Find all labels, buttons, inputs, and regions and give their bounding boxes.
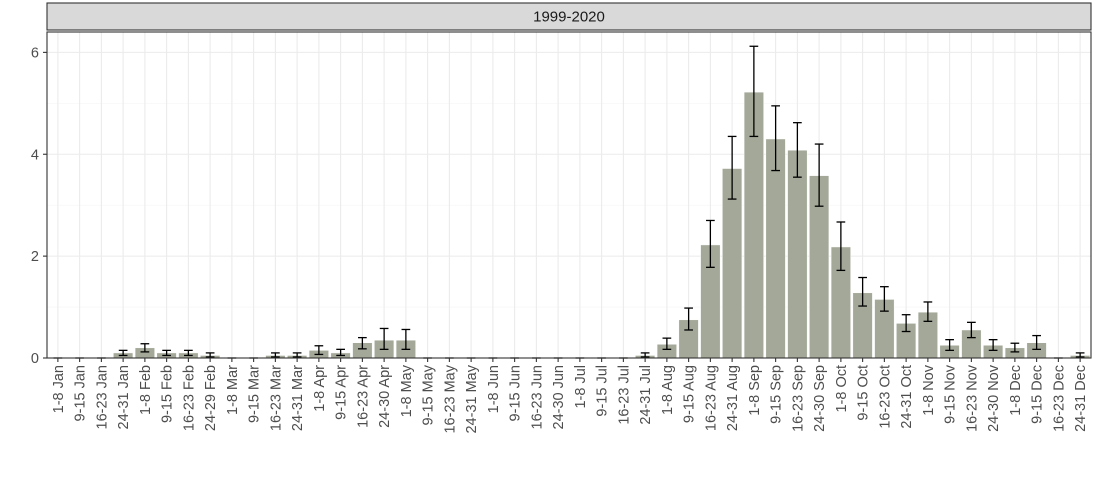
facet-strip-label: 1999-2020 — [533, 9, 605, 26]
x-tick-label: 16-23 May — [442, 364, 458, 433]
error-bar-24-30-apr — [379, 327, 389, 350]
x-tick-label: 9-15 Apr — [334, 365, 350, 420]
error-bar-9-15-aug — [684, 307, 693, 331]
error-bar-24-31-aug — [727, 135, 737, 200]
x-tick-label: 24-31 Mar — [290, 365, 306, 431]
error-bar-16-23-aug — [706, 219, 715, 268]
x-tick-label: 24-31 Dec — [1073, 365, 1089, 432]
x-tick-label: 24-30 Nov — [986, 364, 1002, 432]
x-tick-label: 1-8 Jun — [486, 365, 502, 413]
x-tick-label: 9-15 Mar — [247, 365, 263, 423]
error-bar-1-8-aug — [662, 337, 672, 350]
x-tick-label: 9-15 Feb — [160, 365, 176, 423]
facet-strip: 1999-2020 — [46, 2, 1092, 31]
error-bar-9-15-apr — [336, 348, 345, 357]
error-bar-9-15-sep — [771, 105, 780, 172]
x-tick-label: 1-8 Apr — [312, 365, 328, 412]
x-tick-label: 1-8 Sep — [747, 365, 763, 416]
bar-16-23-sep — [787, 149, 808, 359]
x-tick-label: 1-8 Mar — [225, 365, 241, 415]
x-tick-label: 16-23 Jan — [94, 365, 110, 430]
error-bar-16-23-nov — [967, 321, 976, 339]
x-tick-label: 1-8 Nov — [921, 364, 937, 416]
error-bar-9-15-oct — [858, 276, 867, 307]
error-bar-1-8-nov — [923, 301, 933, 322]
error-bar-1-8-dec — [1010, 342, 1020, 353]
x-tick-label: 24-30 Sep — [812, 365, 828, 432]
error-bar-9-15-nov — [945, 339, 954, 352]
bar-9-15-sep — [765, 138, 786, 359]
x-tick-label: 1-8 May — [399, 364, 415, 417]
error-bar-16-23-feb — [184, 349, 193, 357]
x-tick-label: 24-31 Oct — [899, 365, 915, 429]
x-tick-label: 16-23 Dec — [1051, 365, 1067, 432]
error-bar-1-8-may — [401, 328, 411, 350]
y-tick-label: 0 — [31, 351, 39, 367]
x-tick-label: 9-15 Sep — [769, 365, 785, 424]
error-bar-24-31-mar — [292, 352, 302, 358]
x-tick-label: 16-23 Jul — [616, 365, 632, 425]
error-bar-16-23-oct — [880, 286, 889, 312]
x-tick-label: 9-15 Jul — [595, 365, 611, 417]
x-tick-label: 16-23 Oct — [877, 365, 893, 429]
error-bar-16-23-mar — [271, 352, 280, 358]
x-tick-label: 1-8 Feb — [138, 365, 154, 415]
error-bar-9-15-dec — [1032, 334, 1041, 350]
x-tick-label: 9-15 Aug — [682, 365, 698, 423]
panel-background — [47, 32, 1091, 358]
x-tick-label: 1-8 Jan — [51, 365, 67, 413]
error-bar-1-8-oct — [836, 221, 846, 272]
facet-strip-background — [46, 2, 1092, 31]
error-bar-1-8-feb — [140, 343, 150, 353]
error-bar-1-8-sep — [749, 45, 759, 138]
x-tick-label: 1-8 Aug — [660, 365, 676, 415]
x-tick-label: 9-15 Jun — [508, 365, 524, 421]
x-tick-label: 1-8 Dec — [1008, 365, 1024, 416]
error-bar-16-23-apr — [358, 336, 367, 350]
error-bar-24-31-jul — [640, 352, 650, 358]
x-tick-label: 9-15 Nov — [943, 364, 959, 424]
x-tick-label: 9-15 Dec — [1030, 365, 1046, 424]
x-tick-label: 9-15 Oct — [856, 365, 872, 421]
error-bar-16-23-sep — [793, 122, 802, 178]
grid-layer — [47, 32, 1091, 359]
error-bar-24-31-oct — [901, 314, 911, 333]
x-tick-label: 16-23 Nov — [964, 364, 980, 432]
y-tick-label: 2 — [31, 249, 39, 265]
x-tick-label: 24-29 Feb — [203, 365, 219, 431]
error-bar-24-29-feb — [205, 352, 215, 358]
x-axis: 1-8 Jan 9-15 Jan 16-23 Jan 24-31 Jan 1-8 Feb… — [51, 358, 1089, 434]
x-tick-label: 16-23 Apr — [355, 365, 371, 428]
y-axis: 0 2 4 6 — [31, 45, 47, 367]
x-tick-label: 24-30 Apr — [377, 365, 393, 428]
y-tick-label: 6 — [31, 45, 39, 61]
x-tick-label: 24-30 Jun — [551, 365, 567, 430]
x-tick-label: 1-8 Oct — [834, 365, 850, 413]
panel-border — [46, 31, 1092, 359]
error-bar-24-30-nov — [988, 339, 998, 352]
x-tick-label: 16-23 Mar — [268, 365, 284, 431]
error-bar-1-8-apr — [314, 345, 324, 356]
y-tick-label: 4 — [31, 147, 39, 163]
x-tick-label: 16-23 Jun — [529, 365, 545, 430]
error-bar-24-31-jan — [118, 349, 128, 357]
x-tick-label: 9-15 May — [421, 364, 437, 425]
x-tick-label: 24-31 Aug — [725, 365, 741, 431]
x-tick-label: 16-23 Feb — [181, 365, 197, 431]
x-tick-label: 24-31 May — [464, 364, 480, 433]
x-tick-label: 24-31 Jul — [638, 365, 654, 425]
x-tick-label: 16-23 Sep — [790, 365, 806, 432]
x-tick-label: 24-31 Jan — [116, 365, 132, 430]
x-tick-label: 9-15 Jan — [73, 365, 89, 421]
x-tick-label: 16-23 Aug — [703, 365, 719, 431]
error-bar-9-15-feb — [162, 349, 171, 357]
x-tick-label: 1-8 Jul — [573, 365, 589, 409]
error-bar-24-31-dec — [1075, 352, 1085, 358]
error-bar-24-30-sep — [814, 143, 824, 207]
